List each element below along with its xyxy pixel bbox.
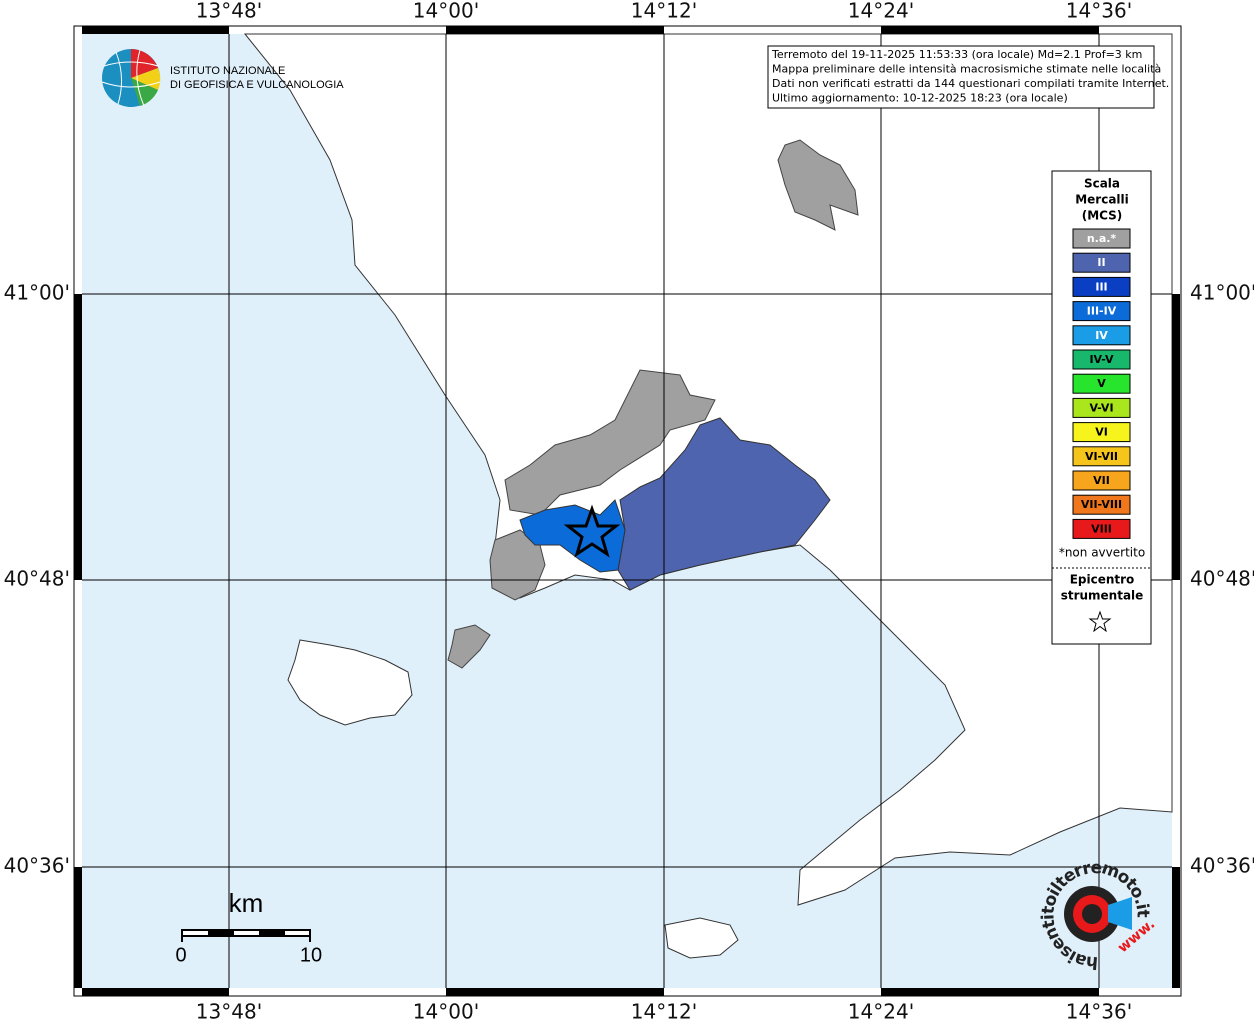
legend-label: VII-VIII <box>1081 498 1122 511</box>
legend-swatch <box>1072 373 1131 394</box>
latitude-label: 40°36' <box>1190 854 1254 878</box>
latitude-label: 41°00' <box>1190 281 1254 305</box>
capri <box>664 917 739 959</box>
longitude-label: 13°48' <box>196 0 262 23</box>
latitude-label: 40°48' <box>1190 567 1254 591</box>
logo-text: ISTITUTO NAZIONALE <box>170 65 285 77</box>
longitude-label: 14°00' <box>413 1000 479 1024</box>
longitude-label: 13°48' <box>196 1000 262 1024</box>
legend-label: IV-V <box>1089 353 1114 366</box>
scale-unit: km <box>229 888 264 918</box>
legend-swatch <box>1072 446 1131 467</box>
legend-swatch <box>1072 301 1131 322</box>
scale-label: 10 <box>300 944 322 966</box>
ischia <box>287 639 413 726</box>
info-line: Mappa preliminare delle intensità macros… <box>772 63 1161 76</box>
legend-title: (MCS) <box>1082 209 1123 223</box>
legend-label: VII <box>1093 474 1110 487</box>
scale-label: 0 <box>175 944 186 966</box>
logo: ISTITUTO NAZIONALE DI GEOFISICA E VULCAN… <box>101 49 344 107</box>
epicenter-star <box>563 504 621 558</box>
longitude-label: 14°12' <box>631 1000 697 1024</box>
legend-label: VIII <box>1091 522 1112 535</box>
legend-swatch <box>1072 325 1131 346</box>
legend-swatch <box>1072 228 1131 249</box>
legend-label: V-VI <box>1089 401 1113 414</box>
legend-label: n.a.* <box>1087 232 1117 245</box>
legend-swatch <box>1072 422 1131 443</box>
longitude-label: 14°00' <box>413 0 479 23</box>
longitude-label: 14°24' <box>848 0 914 23</box>
longitude-label: 14°24' <box>848 1000 914 1024</box>
info-line: Terremoto del 19-11-2025 11:53:33 (ora l… <box>771 48 1142 61</box>
legend-title: Scala <box>1084 177 1120 191</box>
legend-label: IV <box>1095 329 1108 342</box>
legend-swatch <box>1072 470 1131 491</box>
legend-swatch <box>1072 349 1131 370</box>
legend-swatch <box>1072 276 1131 297</box>
legend-swatch <box>1072 494 1131 515</box>
legend-epicenter: Epicentro <box>1070 573 1135 587</box>
scale-bar: km 0 10 <box>175 888 322 966</box>
legend-label: VI <box>1095 426 1108 439</box>
info-line: Dati non verificati estratti da 144 ques… <box>772 77 1169 90</box>
longitude-label: 14°12' <box>631 0 697 23</box>
legend-swatch <box>1072 252 1131 273</box>
grid <box>82 34 1172 988</box>
legend-label: II <box>1097 256 1105 269</box>
legend-title: Mercalli <box>1075 193 1129 207</box>
area-na-north <box>777 139 859 231</box>
frame-bars <box>74 26 1180 996</box>
legend-label: VI-VII <box>1085 450 1118 463</box>
legend-swatch <box>1072 397 1131 418</box>
area-ii <box>617 417 831 591</box>
legend-label: V <box>1097 377 1106 390</box>
area-iii-iv <box>519 499 626 573</box>
legend-swatch <box>1072 518 1131 539</box>
legend-star <box>1088 610 1112 633</box>
procida <box>447 624 491 669</box>
logo-text: DI GEOFISICA E VULCANOLOGIA <box>170 79 344 91</box>
info-line: Ultimo aggiornamento: 10-12-2025 18:23 (… <box>772 92 1068 105</box>
legend-footnote: *non avvertito <box>1059 546 1145 560</box>
longitude-label: 14°36' <box>1066 1000 1132 1024</box>
legend-label: III-IV <box>1087 305 1117 318</box>
longitude-label: 14°36' <box>1066 0 1132 23</box>
latitude-label: 40°48' <box>4 567 70 591</box>
info-box <box>767 45 1155 109</box>
latitude-label: 40°36' <box>4 854 70 878</box>
latitude-label: 41°00' <box>4 281 70 305</box>
legend-epicenter: strumentale <box>1061 589 1144 603</box>
legend-label: III <box>1095 280 1107 293</box>
area-na-central <box>504 369 716 516</box>
